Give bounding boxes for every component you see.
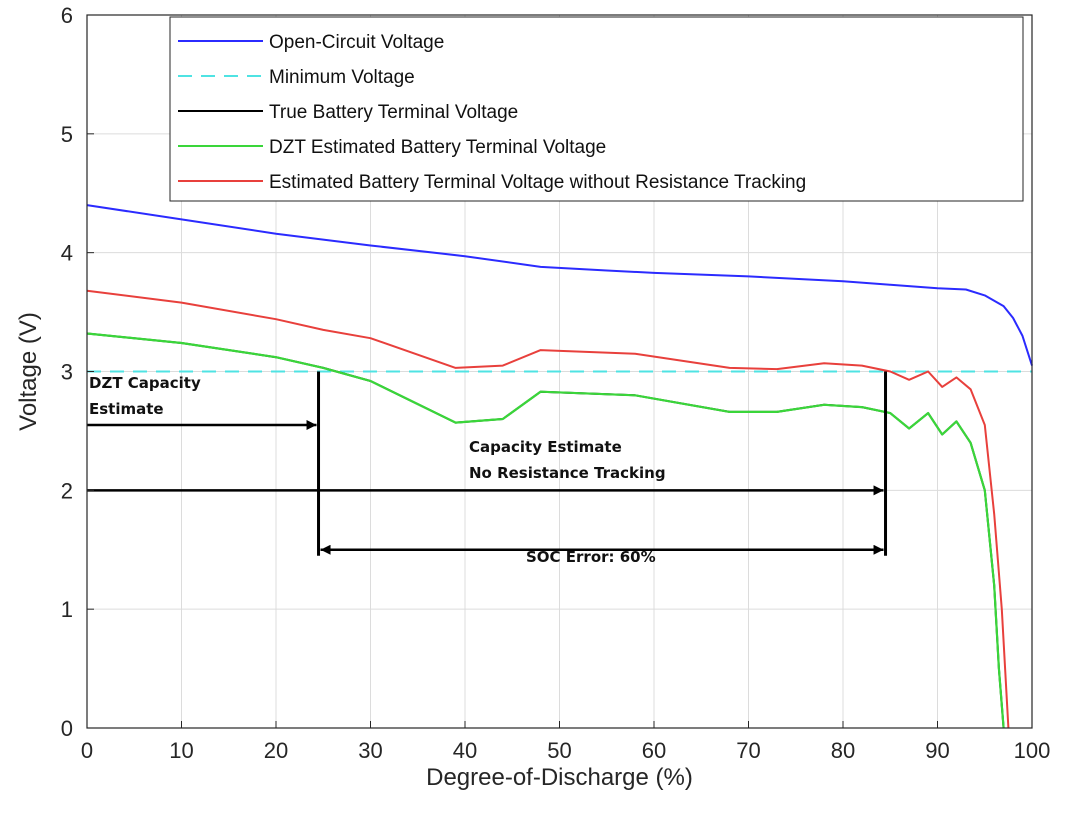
no-resistance-tracking-label: No Resistance Tracking [469,464,666,482]
soc-error-label: SOC Error: 60% [526,548,656,566]
x-axis-label: Degree-of-Discharge (%) [426,764,693,791]
y-axis-label: Voltage (V) [15,312,42,431]
x-tick-label: 100 [1014,738,1051,763]
legend-label: DZT Estimated Battery Terminal Voltage [269,137,606,158]
x-tick-label: 40 [453,738,477,763]
legend-label: True Battery Terminal Voltage [269,102,518,123]
legend-label: Minimum Voltage [269,67,415,88]
y-tick-label: 0 [61,716,73,741]
series-layer [86,204,1033,729]
legend-label: Estimated Battery Terminal Voltage witho… [269,172,806,193]
legend-label: Open-Circuit Voltage [269,32,444,53]
series-line-3 [86,332,1005,729]
x-tick-label: 20 [264,738,288,763]
y-tick-label: 3 [61,360,73,385]
series-line-0 [86,204,1033,366]
dzt-capacity-label: DZT Capacity [89,374,201,392]
y-tick-label: 1 [61,597,73,622]
x-tick-label: 30 [358,738,382,763]
x-tick-label: 90 [925,738,949,763]
y-tick-label: 6 [61,3,73,28]
series-line-4 [86,289,1010,729]
x-tick-label: 50 [547,738,571,763]
legend-box [169,16,1024,202]
tick-labels: 0 10 20 30 40 50 60 70 80 90 100 0 1 2 3 4 5 6 [61,3,1051,763]
capacity-estimate-label: Capacity Estimate [469,438,622,456]
x-tick-label: 80 [831,738,855,763]
y-tick-label: 4 [61,241,73,266]
x-tick-label: 70 [736,738,760,763]
dzt-estimate-label: Estimate [89,400,164,418]
x-tick-label: 60 [642,738,666,763]
y-tick-label: 2 [61,478,73,503]
x-tick-label: 10 [169,738,193,763]
x-tick-label: 0 [81,738,93,763]
annotation-layer: DZT Capacity Estimate Capacity Estimate No … [87,371,888,566]
y-tick-label: 5 [61,122,73,147]
legend: Open-Circuit Voltage Minimum Voltage True … [169,16,1024,202]
